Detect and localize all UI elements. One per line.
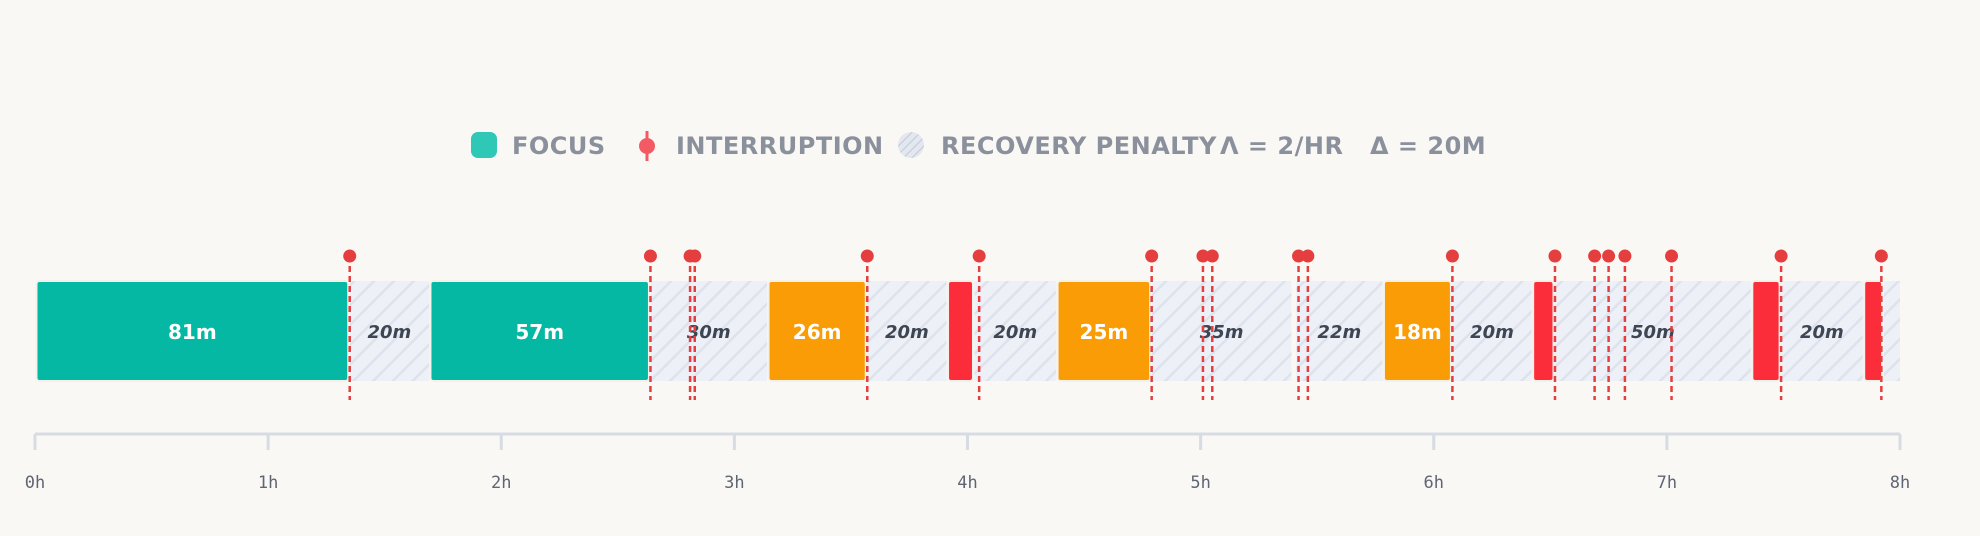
focus-label: 18m xyxy=(1393,320,1442,344)
penalty-block xyxy=(1781,281,1863,381)
focus-layer: 81m 57m 26m 25m 18m xyxy=(35,280,1884,382)
interruption-marker xyxy=(1445,249,1459,263)
penalty-label: 20m xyxy=(367,322,411,343)
focus-block xyxy=(1382,280,1452,382)
legend-focus-swatch xyxy=(471,132,497,158)
legend-penalty-label: RECOVERY PENALTY xyxy=(941,132,1217,160)
tick-label: 0h xyxy=(25,473,45,493)
legend-interruption-label: INTERRUPTION xyxy=(676,132,884,160)
tick-label: 1h xyxy=(258,473,278,493)
penalty-block xyxy=(1151,281,1292,381)
interruption-marker xyxy=(643,249,657,263)
interruption-marker xyxy=(343,249,357,263)
interruption-layer xyxy=(343,249,1888,400)
tick-label: 8h xyxy=(1890,473,1910,493)
interruption-marker xyxy=(1874,249,1888,263)
penalty-label: 20m xyxy=(1800,322,1844,343)
penalty-block xyxy=(867,281,947,381)
tick-label: 6h xyxy=(1424,473,1444,493)
legend: FOCUS INTERRUPTION RECOVERY PENALTY Λ = … xyxy=(471,131,1486,161)
penalty-label: 20m xyxy=(885,322,929,343)
legend-delta: Δ = 20M xyxy=(1370,132,1486,160)
tick-label: 5h xyxy=(1190,473,1210,493)
penalty-block xyxy=(650,281,768,381)
interruption-marker xyxy=(1618,249,1632,263)
focus-block xyxy=(1056,280,1152,382)
focus-block xyxy=(767,280,867,382)
interruption-marker xyxy=(1205,249,1219,263)
interruption-marker xyxy=(1145,249,1159,263)
timeline-plot: 20m 30m 20m 20m 35m 22m 20m 50m 20m 81m 57m 26m 25m… xyxy=(25,249,1910,493)
legend-focus-label: FOCUS xyxy=(512,132,606,160)
focus-label: 57m xyxy=(515,320,564,344)
focus-block xyxy=(1532,280,1555,382)
penalty-layer: 20m 30m 20m 20m 35m 22m 20m 50m 20m xyxy=(349,281,1900,381)
focus-block xyxy=(1751,280,1781,382)
interruption-marker xyxy=(1196,249,1210,263)
interruption-marker xyxy=(1665,249,1679,263)
interruption-marker xyxy=(1588,249,1602,263)
penalty-block xyxy=(1554,281,1751,381)
penalty-block xyxy=(349,281,429,381)
penalty-label: 20m xyxy=(993,322,1037,343)
focus-block xyxy=(947,280,974,382)
penalty-block xyxy=(974,281,1057,381)
interruption-marker xyxy=(860,249,874,263)
legend-interruption-marker xyxy=(639,131,655,161)
focus-block xyxy=(429,280,650,382)
penalty-label: 22m xyxy=(1317,322,1361,343)
penalty-block xyxy=(1296,281,1383,381)
legend-penalty-swatch xyxy=(898,132,924,158)
focus-block xyxy=(1863,280,1884,382)
interruption-marker xyxy=(1548,249,1562,263)
penalty-label: 30m xyxy=(687,322,731,343)
penalty-label: 20m xyxy=(1470,322,1514,343)
penalty-block xyxy=(1452,281,1532,381)
penalty-label: 50m xyxy=(1631,322,1675,343)
tick-label: 3h xyxy=(724,473,744,493)
tick-label: 7h xyxy=(1657,473,1677,493)
tick-label: 2h xyxy=(491,473,511,493)
interruption-marker xyxy=(1292,249,1306,263)
interruption-marker xyxy=(1301,249,1315,263)
interruption-marker xyxy=(972,249,986,263)
focus-label: 81m xyxy=(168,320,217,344)
focus-label: 25m xyxy=(1080,320,1129,344)
penalty-block xyxy=(1883,281,1900,381)
penalty-label: 35m xyxy=(1200,322,1244,343)
interruption-marker xyxy=(1774,249,1788,263)
interruption-marker xyxy=(1602,249,1616,263)
interruption-marker xyxy=(688,249,702,263)
tick-label: 4h xyxy=(957,473,977,493)
legend-lambda: Λ = 2/HR xyxy=(1220,132,1343,160)
focus-label: 26m xyxy=(793,320,842,344)
focus-block xyxy=(35,280,350,382)
x-axis: 0h 1h 2h 3h 4h 5h 6h 7h 8h xyxy=(25,432,1910,493)
